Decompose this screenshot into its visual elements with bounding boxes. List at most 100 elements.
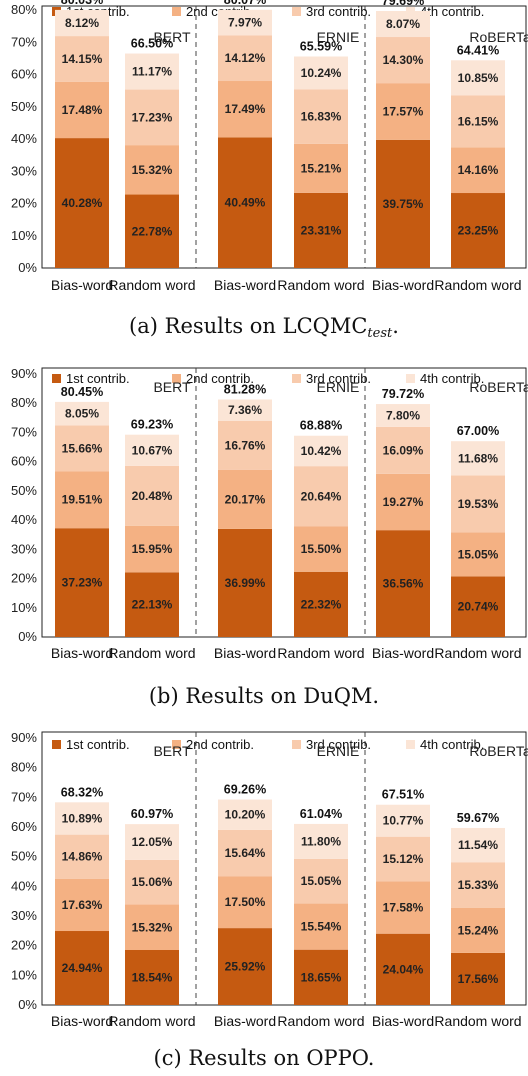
model-name-label: BERT	[153, 743, 191, 759]
bar-segment	[55, 931, 109, 1005]
bar-segment	[376, 10, 430, 38]
bar-total-label: 80.03%	[61, 0, 103, 7]
segment-data-label: 20.17%	[225, 492, 266, 506]
bar-total-label: 67.51%	[382, 788, 424, 802]
bar-segment	[376, 804, 430, 837]
bar-segment	[451, 532, 505, 577]
bar-segment	[451, 952, 505, 1005]
bar-segment	[218, 876, 272, 929]
segment-data-label: 10.89%	[62, 811, 103, 825]
bar-segment	[451, 576, 505, 637]
segment-data-label: 14.12%	[225, 51, 266, 65]
plot-frame	[41, 367, 527, 638]
bar-segment	[55, 834, 109, 879]
bar-segment	[294, 903, 348, 950]
x-category-label: Bias-word	[372, 277, 434, 293]
bar-total-label: 65.59%	[300, 39, 342, 53]
segment-data-label: 17.57%	[383, 104, 424, 118]
caption-lcqmc: (a) Results on LCQMCtest.	[0, 314, 528, 341]
y-tick-label: 30%	[11, 163, 37, 178]
bar-total-label: 67.00%	[457, 424, 499, 438]
segment-data-label: 15.32%	[132, 920, 173, 934]
segment-data-label: 15.12%	[383, 852, 424, 866]
x-category-label: Bias-word	[372, 645, 434, 661]
segment-data-label: 10.85%	[458, 71, 499, 85]
y-tick-label: 60%	[11, 67, 37, 82]
bar-segment	[218, 81, 272, 138]
x-category-label: Random word	[434, 1013, 521, 1029]
segment-data-label: 36.56%	[383, 577, 424, 591]
y-tick-label: 50%	[11, 849, 37, 864]
y-tick-label: 40%	[11, 131, 37, 146]
segment-data-label: 14.16%	[458, 163, 499, 177]
bar-segment	[376, 530, 430, 637]
segment-data-label: 17.23%	[132, 110, 173, 124]
bar-segment	[294, 571, 348, 637]
x-category-label: Bias-word	[51, 1013, 113, 1029]
segment-data-label: 24.04%	[383, 962, 424, 976]
bar-segment	[376, 139, 430, 268]
bar-segment	[55, 81, 109, 139]
segment-data-label: 40.49%	[225, 196, 266, 210]
x-category-label: Random word	[108, 1013, 195, 1029]
bar-segment	[125, 194, 179, 268]
bar-segment	[294, 143, 348, 193]
model-name-label: ERNIE	[317, 29, 360, 45]
caption-lcqmc-suffix: .	[392, 314, 399, 338]
segment-data-label: 7.36%	[228, 403, 262, 417]
legend-swatch	[292, 374, 301, 383]
bar-segment	[294, 526, 348, 572]
bar-segment	[376, 404, 430, 427]
segment-data-label: 11.68%	[458, 451, 498, 465]
bar-segment	[376, 83, 430, 140]
segment-data-label: 16.83%	[301, 110, 342, 124]
bar-segment	[218, 928, 272, 1005]
bar-total-label: 81.28%	[224, 382, 266, 396]
x-category-label: Random word	[277, 645, 364, 661]
y-tick-label: 70%	[11, 424, 37, 439]
y-tick-label: 20%	[11, 938, 37, 953]
legend-swatch	[406, 740, 415, 749]
model-name-label: RoBERTa	[469, 379, 528, 395]
y-tick-label: 80%	[11, 760, 37, 775]
segment-data-label: 10.20%	[225, 808, 266, 822]
panel-oppo: 0% 10% 20% 30% 40% 50% 60% 70% 80% 90% 1st contrib…	[0, 726, 528, 1031]
segment-data-label: 12.05%	[132, 835, 173, 849]
bar-segment	[218, 469, 272, 529]
bar-total-label: 80.07%	[224, 0, 266, 7]
bar-segment	[125, 572, 179, 637]
legend-swatch	[172, 7, 181, 16]
segment-data-label: 8.12%	[65, 16, 99, 30]
bar-segment	[55, 528, 109, 637]
legend-label: 3rd contrib.	[306, 371, 371, 386]
y-tick-label: 90%	[11, 730, 37, 745]
caption-lcqmc-subscript: test	[367, 326, 393, 341]
bar-segment	[294, 56, 348, 90]
segment-data-label: 15.64%	[225, 846, 266, 860]
legend-swatch	[406, 374, 415, 383]
plot-frame	[41, 5, 527, 269]
segment-data-label: 19.53%	[458, 497, 499, 511]
segment-data-label: 36.99%	[225, 576, 266, 590]
legend-label: 1st contrib.	[66, 737, 130, 752]
oppo-stacked-bar-chart: 0% 10% 20% 30% 40% 50% 60% 70% 80% 90% 1st contrib…	[11, 730, 528, 1029]
bar-segment	[451, 862, 505, 908]
y-tick-label: 0%	[18, 260, 37, 275]
y-tick-label: 30%	[11, 908, 37, 923]
legend-label: 4th contrib.	[420, 371, 484, 386]
y-tick-label: 40%	[11, 878, 37, 893]
bar-segment	[376, 881, 430, 934]
caption-lcqmc-text: (a) Results on LCQMC	[129, 314, 368, 338]
bar-total-label: 69.26%	[224, 783, 266, 797]
model-name-label: RoBERTa	[469, 743, 528, 759]
bar-segment	[55, 471, 109, 529]
bar-total-label: 68.32%	[61, 785, 103, 799]
bar-segment	[218, 399, 272, 421]
bar-total-label: 60.97%	[131, 807, 173, 821]
segment-data-label: 15.24%	[458, 923, 499, 937]
bar-segment	[376, 836, 430, 882]
bar-segment	[55, 9, 109, 37]
segment-data-label: 17.58%	[383, 901, 424, 915]
x-category-label: Bias-word	[214, 277, 276, 293]
segment-data-label: 14.30%	[383, 53, 424, 67]
